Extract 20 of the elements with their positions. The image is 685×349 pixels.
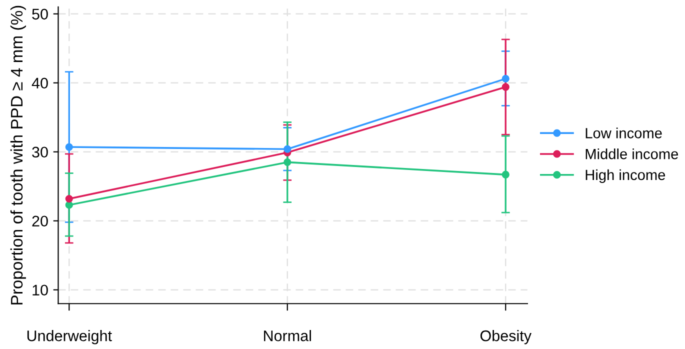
y-tick-label: 10 xyxy=(32,284,48,296)
legend-label: High income xyxy=(586,169,666,183)
legend-label: Low income xyxy=(586,128,662,138)
y-tick-label: 20 xyxy=(32,216,48,227)
x-tick-label: Underweight xyxy=(27,330,112,344)
point xyxy=(65,201,73,209)
legend-label: Middle income xyxy=(586,148,678,160)
point xyxy=(65,194,73,203)
point xyxy=(65,143,73,151)
point xyxy=(284,158,292,166)
x-tick-label: Normal xyxy=(264,330,311,342)
point xyxy=(284,145,292,153)
y-tick-label: 30 xyxy=(32,146,48,158)
point xyxy=(502,83,510,91)
point xyxy=(502,170,510,178)
x-tick-label: Obesity xyxy=(480,330,532,344)
y-axis-title: Proportion of tooth with PPD ≥ 4 mm (%) xyxy=(10,6,26,304)
point xyxy=(502,74,510,83)
y-tick-label: 40 xyxy=(32,78,48,89)
y-tick-label: 50 xyxy=(32,8,48,20)
